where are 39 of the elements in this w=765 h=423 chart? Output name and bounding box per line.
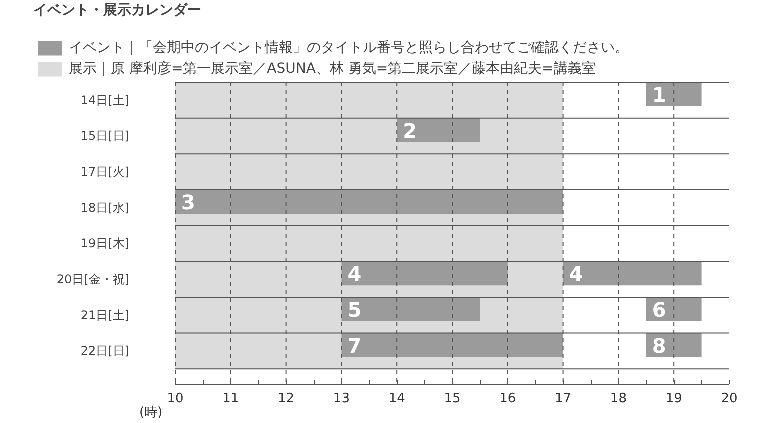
y-tick-label: 15日[日] [80, 129, 130, 144]
annotation: 5 [348, 298, 362, 322]
x-tick-label: 20 [721, 392, 738, 406]
y-tick-label: 18日[水] [80, 200, 130, 215]
annotation: 4 [569, 262, 584, 286]
x-tick-label: 14 [388, 392, 406, 406]
chart-title: イベント・展示カレンダー [34, 2, 202, 18]
legend-label: 展示｜原 摩利彦=第一展示室／ASUNA、林 勇気=第二展示室／藤本由紀夫=講義室 [69, 60, 596, 78]
x-tick-label: 11 [222, 392, 240, 406]
x-tick-label: 10 [167, 392, 184, 406]
bar [563, 262, 702, 286]
y-tick-label: 20日[金・祝] [56, 272, 130, 287]
annotation: 2 [403, 118, 418, 143]
annotation: 1 [652, 83, 666, 107]
y-tick-label: 19日[木] [80, 236, 130, 251]
y-tick-label: 17日[火] [80, 165, 130, 180]
x-tick-label: 17 [555, 392, 572, 406]
bar [646, 82, 702, 106]
x-axis-title: (時) [140, 406, 163, 420]
y-tick-label: 14日[土] [80, 93, 130, 108]
x-tick-label: 16 [500, 392, 516, 406]
bar [176, 190, 564, 214]
x-tick-label: 13 [333, 392, 350, 406]
annotation: 4 [348, 262, 362, 286]
x-tick-label: 15 [444, 392, 461, 406]
bar [342, 297, 480, 322]
annotation: 3 [182, 190, 196, 214]
legend-label: イベント｜「会期中のイベント情報」のタイトル番号と照らし合わせてご確認ください。 [69, 39, 629, 57]
bar [342, 333, 564, 358]
annotation: 8 [652, 334, 666, 358]
bar [397, 118, 480, 142]
annotation: 6 [652, 298, 666, 322]
annotation: 7 [348, 334, 362, 358]
x-tick-label: 12 [278, 392, 295, 406]
y-tick-label: 21日[土] [80, 308, 130, 322]
x-tick-label: 18 [610, 392, 627, 406]
y-tick-label: 22日[日] [80, 344, 130, 358]
x-tick-label: 19 [666, 392, 682, 406]
bar [342, 262, 508, 286]
